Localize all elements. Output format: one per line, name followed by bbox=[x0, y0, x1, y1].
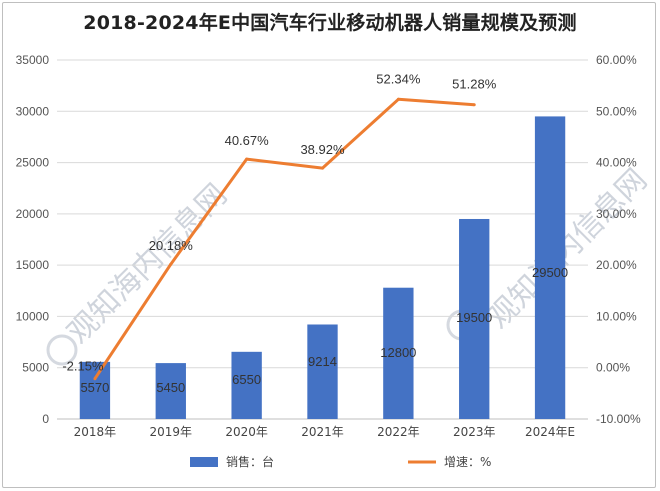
y-right-tick-label: 20.00% bbox=[596, 258, 637, 272]
x-tick-label: 2018年 bbox=[74, 425, 117, 439]
bar bbox=[534, 116, 566, 420]
y-left-tick-label: 5000 bbox=[22, 361, 49, 375]
x-tick-label: 2020年 bbox=[225, 425, 268, 439]
legend-label-bar: 销售：台 bbox=[226, 454, 274, 469]
bar bbox=[383, 287, 414, 419]
y-right-tick-label: 30.00% bbox=[596, 207, 637, 221]
line-point bbox=[396, 97, 400, 101]
line-data-label: 20.18% bbox=[149, 238, 194, 253]
line-point bbox=[169, 262, 173, 266]
bar-data-label: 5570 bbox=[80, 380, 109, 395]
y-right-tick-label: -10.00% bbox=[596, 412, 641, 426]
growth-line bbox=[93, 97, 475, 380]
y-right-tick-label: 0.00% bbox=[596, 361, 630, 375]
line-data-label: 51.28% bbox=[452, 77, 497, 92]
y-left-tick-label: 35000 bbox=[16, 53, 50, 67]
line-data-label: 40.67% bbox=[225, 133, 270, 148]
x-tick-label: 2023年 bbox=[453, 425, 496, 439]
y-left-tick-label: 25000 bbox=[16, 156, 50, 170]
x-tick-label: 2019年 bbox=[150, 425, 193, 439]
bar-data-label: 29500 bbox=[532, 265, 568, 280]
line-point bbox=[321, 166, 324, 170]
x-tick-label: 2021年 bbox=[301, 425, 344, 439]
y-left-tick-label: 0 bbox=[42, 412, 49, 426]
bar bbox=[155, 363, 186, 419]
bar bbox=[307, 324, 338, 419]
bar bbox=[231, 351, 262, 419]
bar-data-label: 19500 bbox=[456, 310, 492, 325]
bar-data-label: 5450 bbox=[156, 380, 185, 395]
line-point bbox=[472, 103, 476, 107]
y-left-tick-label: 10000 bbox=[16, 309, 50, 323]
watermark-text: 观知海内信息网 bbox=[61, 177, 234, 350]
legend-swatch-bar bbox=[190, 457, 218, 467]
x-tick-label: 2022年 bbox=[377, 425, 420, 439]
line-data-label: 52.34% bbox=[376, 71, 421, 86]
watermark-logo-icon bbox=[46, 334, 78, 366]
y-right-tick-label: 40.00% bbox=[596, 156, 637, 170]
bar-data-label: 12800 bbox=[380, 345, 416, 360]
chart-title: 2018-2024年E中国汽车行业移动机器人销量规模及预测 bbox=[83, 12, 577, 34]
y-left-tick-label: 30000 bbox=[16, 104, 50, 118]
line-point bbox=[245, 157, 249, 161]
y-right-tick-label: 10.00% bbox=[596, 309, 637, 323]
y-left-tick-label: 15000 bbox=[16, 258, 50, 272]
x-tick-label: 2024年E bbox=[525, 425, 575, 439]
y-right-tick-label: 60.00% bbox=[596, 53, 637, 67]
bar-data-label: 9214 bbox=[308, 354, 337, 369]
y-right-tick-label: 50.00% bbox=[596, 104, 637, 118]
line-data-label: 38.92% bbox=[300, 142, 345, 157]
bar-data-label: 6550 bbox=[232, 372, 261, 387]
y-left-tick-label: 20000 bbox=[16, 207, 50, 221]
legend-label-line: 增速：% bbox=[444, 455, 491, 469]
line-point bbox=[93, 377, 97, 381]
line-data-label: -2.15% bbox=[62, 359, 104, 374]
bar bbox=[79, 361, 111, 419]
bar bbox=[459, 218, 490, 419]
